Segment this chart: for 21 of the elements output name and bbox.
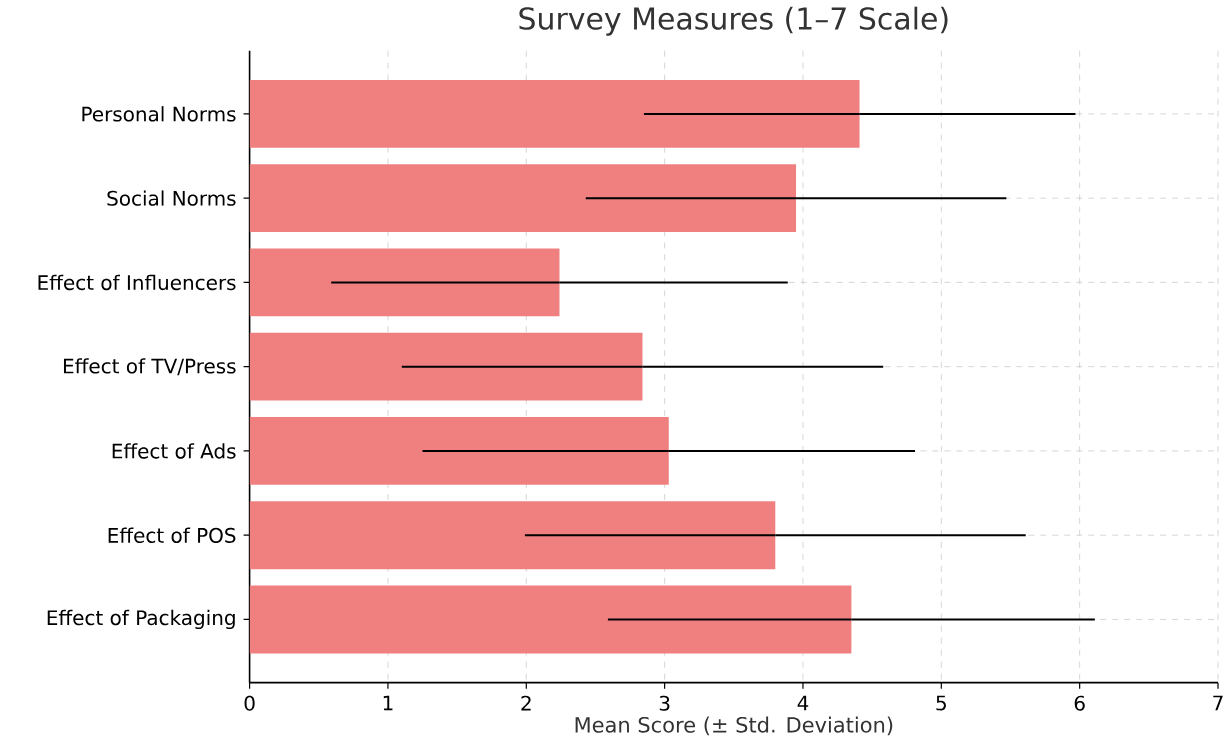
y-tick-label: Effect of TV/Press — [63, 358, 236, 376]
x-tick-label: 5 — [936, 695, 946, 711]
y-tick-label: Effect of Packaging — [47, 610, 235, 630]
x-tick-label: 0 — [244, 695, 255, 712]
x-tick-label: 7 — [1213, 695, 1223, 711]
y-tick-label: Effect of Ads — [112, 443, 236, 459]
y-tick-label: Effect of Influencers — [38, 274, 236, 291]
y-tick-label: Social Norms — [107, 190, 236, 207]
bar — [249, 164, 797, 233]
bar — [249, 585, 852, 654]
x-tick-label: 2 — [521, 695, 531, 711]
chart-title: Survey Measures (1–7 Scale) — [519, 6, 948, 36]
x-tick-label: 3 — [659, 695, 670, 712]
x-tick-label: 1 — [383, 695, 393, 711]
x-axis-title: Mean Score (± Std. Deviation) — [575, 716, 893, 736]
x-tick-label: 4 — [797, 695, 809, 711]
bar — [249, 501, 776, 570]
y-tick-label: Personal Norms — [82, 106, 236, 122]
y-tick-label: Effect of POS — [108, 527, 236, 544]
x-tick-label: 6 — [1074, 695, 1085, 712]
bar — [249, 80, 860, 149]
